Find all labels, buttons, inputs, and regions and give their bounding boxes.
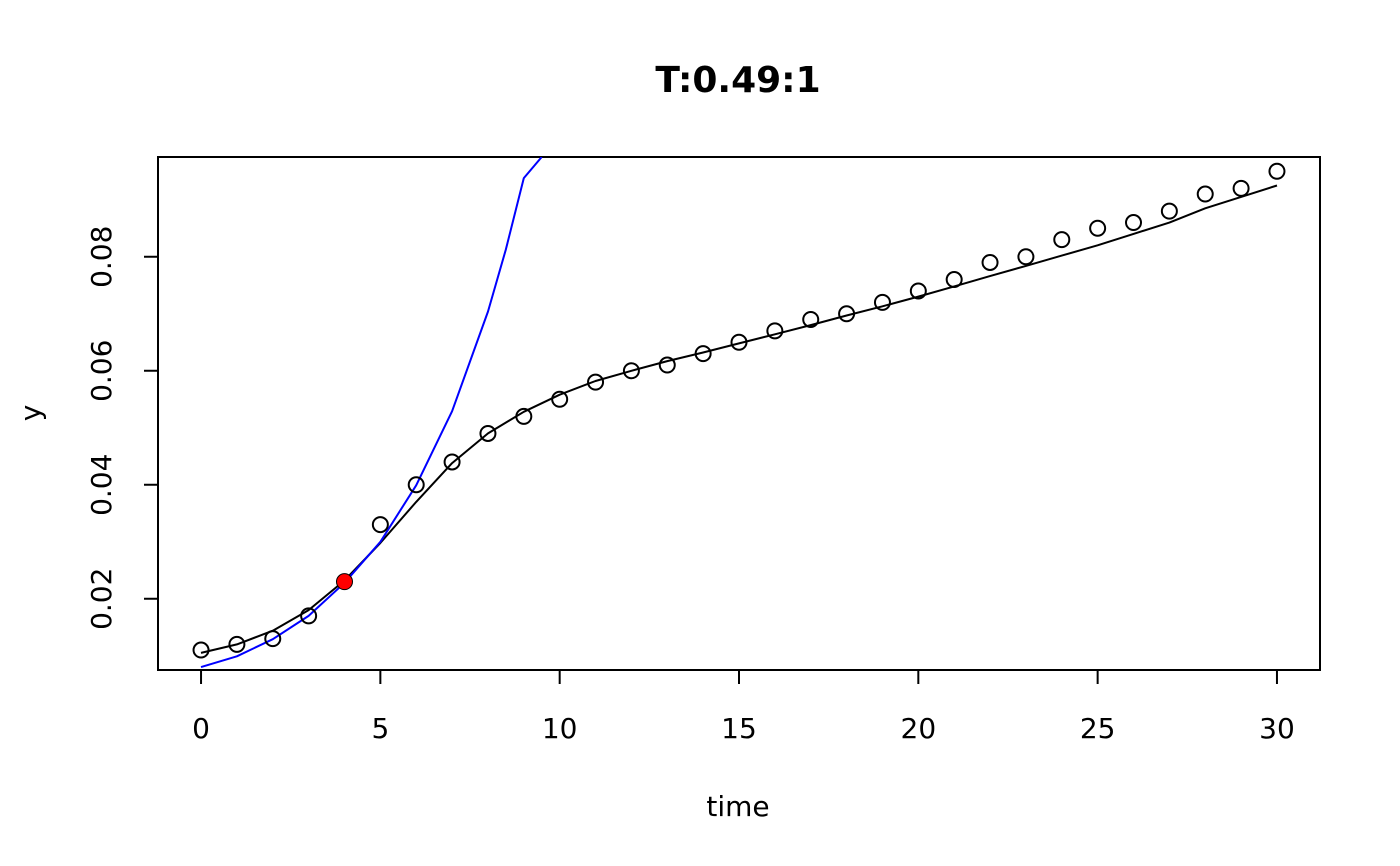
chart-title: T:0.49:1 xyxy=(655,60,820,101)
data-point xyxy=(802,310,820,328)
data-point xyxy=(1268,162,1286,180)
x-tick-label: 5 xyxy=(371,712,389,745)
data-point xyxy=(192,641,210,659)
data-point xyxy=(981,253,999,271)
data-point xyxy=(838,305,856,323)
x-tick-label: 25 xyxy=(1080,712,1116,745)
data-point xyxy=(371,516,389,534)
data-point xyxy=(766,322,784,340)
y-axis: 0.02 0.04 0.06 0.08 xyxy=(85,226,159,630)
data-point xyxy=(264,630,282,648)
y-tick-label: 0.02 xyxy=(85,568,118,630)
y-tick-label: 0.08 xyxy=(85,226,118,288)
fit-curve-blue xyxy=(200,157,543,669)
data-point xyxy=(909,282,927,300)
y-tick-label: 0.06 xyxy=(85,340,118,402)
data-point xyxy=(1196,185,1214,203)
data-point xyxy=(945,271,963,289)
data-point xyxy=(587,373,605,391)
smooth-curve-black xyxy=(200,184,1278,654)
data-point xyxy=(1089,219,1107,237)
x-axis-title: time xyxy=(706,790,769,823)
data-point xyxy=(228,635,246,653)
data-point xyxy=(551,390,569,408)
x-tick-label: 15 xyxy=(721,712,757,745)
data-point xyxy=(694,345,712,363)
y-tick-label: 0.04 xyxy=(85,454,118,516)
data-point xyxy=(479,424,497,442)
data-point xyxy=(730,333,748,351)
y-axis-title: y xyxy=(14,405,47,422)
data-point xyxy=(873,293,891,311)
data-point xyxy=(443,453,461,471)
x-tick-label: 10 xyxy=(542,712,578,745)
data-point xyxy=(1232,179,1250,197)
data-point xyxy=(658,356,676,374)
data-point xyxy=(1053,231,1071,249)
x-tick-label: 30 xyxy=(1259,712,1295,745)
x-axis: 0 5 10 15 20 25 30 xyxy=(192,669,1295,745)
data-point xyxy=(515,407,533,425)
x-tick-label: 0 xyxy=(192,712,210,745)
series-layer xyxy=(192,157,1286,669)
highlight-point xyxy=(336,574,352,590)
data-point xyxy=(407,476,425,494)
data-point xyxy=(300,607,318,625)
x-tick-label: 20 xyxy=(901,712,937,745)
data-point xyxy=(622,362,640,380)
data-point xyxy=(1017,248,1035,266)
data-point xyxy=(1160,202,1178,220)
data-point xyxy=(1125,214,1143,232)
